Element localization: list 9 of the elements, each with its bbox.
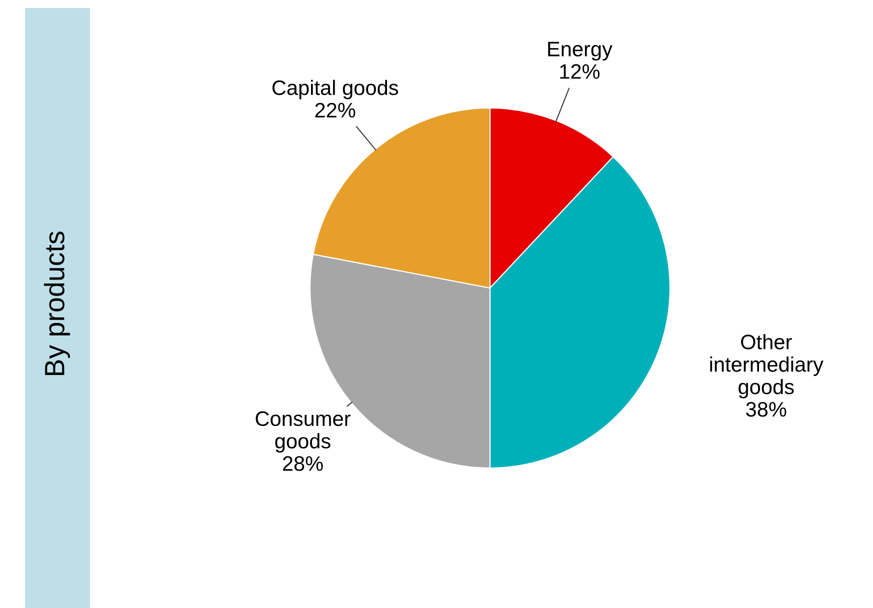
- slice-label: Consumer goods: [256, 411, 350, 453]
- data-label: 28%: [282, 456, 323, 471]
- slice-label: Other intermediary goods: [710, 334, 824, 398]
- data-label: 38%: [746, 402, 786, 417]
- text: By products: [44, 232, 70, 376]
- slice-label: Capital goods: [272, 80, 398, 100]
- data-label: 12%: [560, 64, 600, 79]
- slice-label: Energy: [548, 42, 612, 61]
- data-label: 22%: [315, 102, 356, 118]
